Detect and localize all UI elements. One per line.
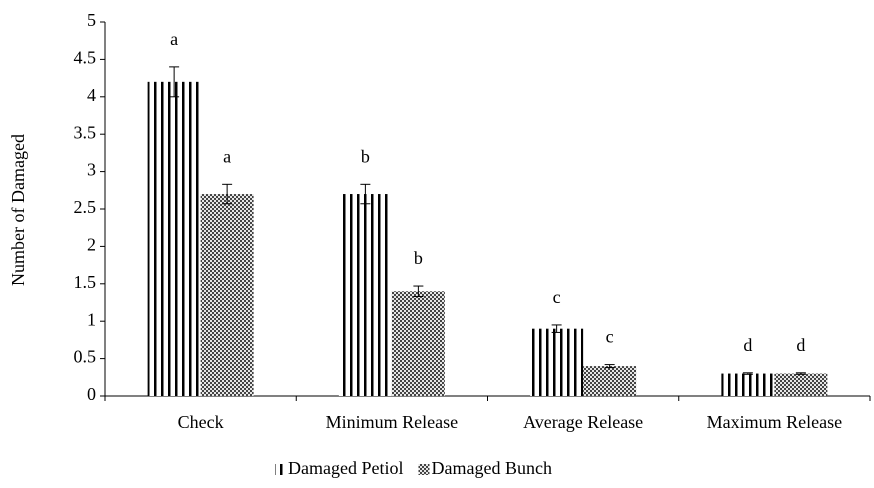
significance-letter: a <box>223 146 231 166</box>
bar <box>530 328 584 396</box>
legend-swatch <box>418 464 430 475</box>
significance-letter: d <box>743 335 752 355</box>
significance-letter: c <box>606 327 614 347</box>
y-tick-label: 0.5 <box>74 347 97 367</box>
error-bar <box>169 66 180 98</box>
legend-label: Damaged Bunch <box>431 458 551 478</box>
y-tick-label: 2 <box>87 235 96 255</box>
y-tick-label: 3 <box>87 160 96 180</box>
y-tick-label: 4.5 <box>74 48 97 68</box>
x-tick-label: Maximum Release <box>707 412 842 432</box>
bar <box>774 373 828 396</box>
x-tick-label: Average Release <box>523 412 643 432</box>
y-tick-label: 3.5 <box>74 122 97 142</box>
y-tick-label: 4 <box>87 85 96 105</box>
error-bar <box>360 183 371 205</box>
x-tick-label: Minimum Release <box>326 412 458 432</box>
legend-swatch <box>275 464 286 475</box>
y-tick-label: 0 <box>87 384 96 404</box>
significance-letter: c <box>553 287 561 307</box>
bar <box>200 194 254 396</box>
error-bar <box>413 285 424 298</box>
y-tick-label: 1.5 <box>74 272 97 292</box>
error-bar <box>795 372 806 375</box>
error-bar <box>222 183 233 205</box>
bar <box>338 194 392 396</box>
significance-letter: b <box>361 146 370 166</box>
error-bar <box>742 372 753 375</box>
y-axis-label: Number of Damaged <box>8 134 28 286</box>
error-bar <box>604 364 615 369</box>
bar <box>583 366 637 396</box>
bar <box>721 373 775 396</box>
y-tick-label: 2.5 <box>74 197 97 217</box>
error-bar <box>551 324 562 333</box>
y-tick-label: 1 <box>87 309 96 329</box>
bar <box>147 81 201 396</box>
significance-letter: a <box>170 29 178 49</box>
significance-letter: d <box>796 335 805 355</box>
bar <box>391 291 445 396</box>
legend-label: Damaged Petiol <box>288 458 403 478</box>
x-tick-label: Check <box>178 412 224 432</box>
significance-letter: b <box>414 248 423 268</box>
y-tick-label: 5 <box>87 10 96 30</box>
